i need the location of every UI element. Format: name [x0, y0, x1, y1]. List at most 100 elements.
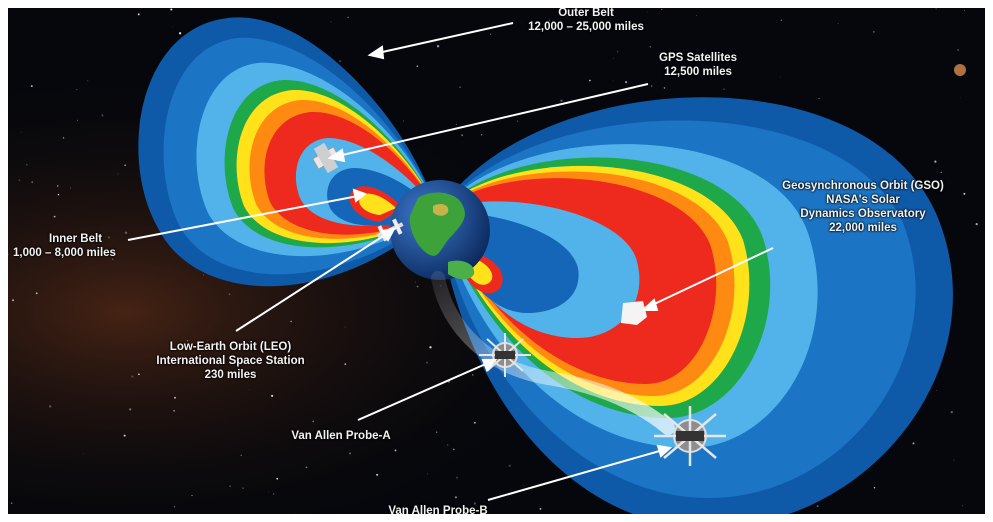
van-allen-belts-diagram: Outer Belt 12,000 – 25,000 miles GPS Sat… [8, 8, 985, 514]
star [124, 231, 128, 234]
star [172, 26, 174, 28]
star [173, 506, 176, 508]
star [912, 442, 915, 445]
star [349, 452, 351, 455]
belt-illustration [8, 8, 985, 514]
star [455, 123, 457, 125]
star [416, 65, 419, 68]
star [473, 502, 477, 505]
star [461, 134, 464, 137]
probe-orbit-trail [431, 271, 675, 435]
star [426, 361, 428, 364]
star [837, 23, 839, 25]
star [70, 187, 72, 189]
gso-line3: Dynamics Observatory [800, 208, 926, 220]
star [490, 33, 492, 35]
star [617, 51, 619, 53]
star [25, 163, 28, 166]
star [935, 390, 937, 391]
star [31, 181, 34, 183]
leo-distance: 230 miles [204, 369, 257, 381]
star [950, 410, 953, 414]
star [8, 253, 9, 256]
star [472, 374, 474, 376]
distant-planet [954, 64, 966, 76]
star [446, 444, 449, 446]
star [959, 97, 961, 99]
star [612, 57, 614, 59]
star [344, 326, 346, 328]
star [187, 340, 189, 342]
star [454, 496, 457, 499]
gps-title: GPS Satellites [659, 52, 737, 64]
probe-b-title: Van Allen Probe-B [388, 505, 488, 514]
star [339, 60, 342, 62]
star [957, 48, 960, 52]
star [612, 79, 614, 81]
star [202, 274, 205, 276]
star [137, 13, 140, 16]
star [272, 493, 275, 495]
gso-title: Geosynchronous Orbit (GSO) [782, 180, 944, 192]
star [427, 473, 429, 475]
star [962, 505, 964, 507]
star [414, 281, 416, 283]
star [517, 120, 518, 122]
star [240, 454, 242, 457]
star [76, 89, 78, 91]
star [953, 459, 955, 461]
star [170, 8, 173, 11]
star [242, 487, 244, 489]
star [964, 10, 965, 11]
star [624, 80, 628, 84]
star [35, 292, 38, 295]
star [173, 409, 175, 412]
star [312, 420, 314, 423]
probe-b-icon [654, 406, 726, 466]
star [228, 293, 231, 296]
callout-arrows [127, 22, 774, 501]
star [816, 505, 819, 508]
star [330, 21, 332, 23]
star [474, 421, 476, 424]
star [49, 405, 52, 408]
star [62, 137, 65, 139]
star [549, 19, 551, 21]
star [53, 215, 56, 218]
sdo-satellite-icon [621, 301, 647, 325]
star [107, 236, 110, 239]
star [588, 79, 591, 82]
gso-label: Geosynchronous Orbit (GSO) NASA's Solar … [763, 179, 963, 235]
gso-line2: NASA's Solar [826, 194, 900, 206]
star [873, 487, 876, 489]
star [10, 502, 13, 504]
leo-title: Low-Earth Orbit (LEO) [169, 341, 292, 353]
star [780, 19, 783, 22]
star [402, 120, 405, 122]
star [459, 86, 461, 88]
gps-satellite-icon [311, 142, 341, 174]
star [649, 46, 652, 48]
star [448, 381, 450, 383]
inner-belt-label: Inner Belt 1,000 – 8,000 miles [8, 232, 153, 260]
star [650, 85, 653, 87]
star [290, 320, 292, 323]
star [77, 119, 78, 121]
probe-b-label: Van Allen Probe-B [363, 504, 513, 514]
star [376, 473, 379, 476]
star [124, 164, 126, 166]
star [940, 171, 942, 174]
probe-a-title: Van Allen Probe-A [291, 430, 391, 442]
star [435, 431, 438, 433]
star [436, 45, 440, 48]
star [178, 32, 182, 35]
outer-belt-title: Outer Belt [558, 8, 614, 19]
inner-belt-title: Inner Belt [49, 233, 103, 245]
star [647, 11, 648, 13]
star [18, 179, 21, 182]
outer-belt-distance: 12,000 – 25,000 miles [528, 21, 644, 33]
star [117, 173, 119, 175]
star [818, 97, 820, 99]
outer-belt-label: Outer Belt 12,000 – 25,000 miles [516, 8, 656, 34]
